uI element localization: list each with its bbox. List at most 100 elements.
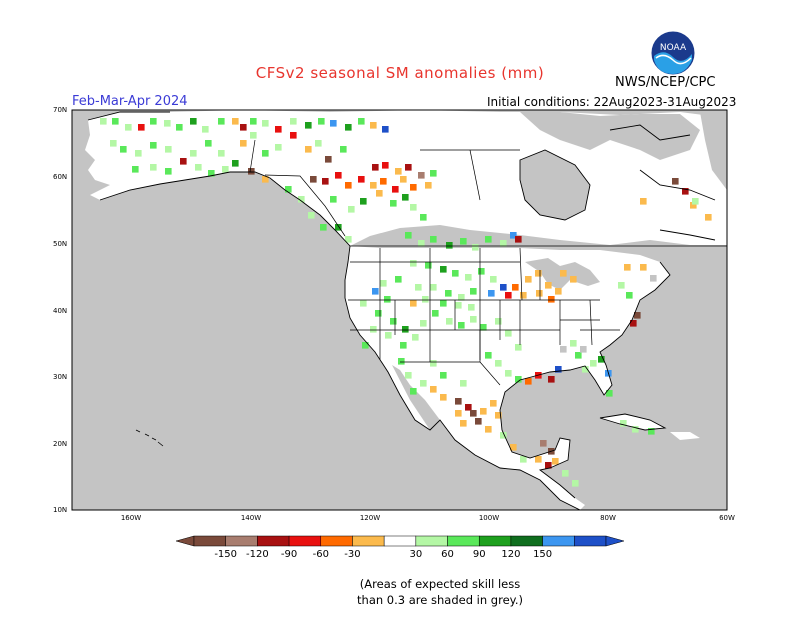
anomaly-cell <box>345 124 352 131</box>
noaa-logo-icon: NOAA <box>650 30 696 76</box>
anomaly-cell <box>468 304 475 311</box>
anomaly-cell <box>510 232 517 239</box>
anomaly-cell <box>475 418 482 425</box>
anomaly-cell <box>335 172 342 179</box>
anomaly-cell <box>624 264 631 271</box>
anomaly-cell <box>250 132 257 139</box>
anomaly-cell <box>412 334 419 341</box>
anomaly-cell <box>370 122 377 129</box>
low-skill-north <box>520 112 700 160</box>
anomaly-cell <box>485 426 492 433</box>
anomaly-cell <box>455 302 462 309</box>
anomaly-cell <box>430 236 437 243</box>
anomaly-cell <box>472 244 479 251</box>
colorbar-tick-label: 60 <box>441 549 454 560</box>
anomaly-cell <box>555 366 562 373</box>
lat-label-40n: 40N <box>53 307 67 315</box>
anomaly-cell <box>125 124 132 131</box>
anomaly-cell <box>400 176 407 183</box>
anomaly-cell <box>445 290 452 297</box>
anomaly-cell <box>150 142 157 149</box>
lon-label-100w: 100W <box>479 514 499 522</box>
anomaly-cell <box>348 206 355 213</box>
anomaly-cell <box>570 340 577 347</box>
colorbar-tick-label: -90 <box>281 549 297 560</box>
colorbar-swatch <box>574 535 607 547</box>
anomaly-cell <box>164 120 171 127</box>
anomaly-cell <box>465 274 472 281</box>
anomaly-cell <box>395 276 402 283</box>
anomaly-cell <box>385 332 392 339</box>
anomaly-cell <box>540 440 547 447</box>
anomaly-cell <box>560 270 567 277</box>
anomaly-cell <box>410 184 417 191</box>
anomaly-cell <box>398 358 405 365</box>
anomaly-cell <box>320 224 327 231</box>
anomaly-cell <box>682 188 689 195</box>
anomaly-cell <box>135 150 142 157</box>
anomaly-cell <box>218 118 225 125</box>
coastlines <box>87 111 716 510</box>
anomaly-cell <box>330 120 337 127</box>
anomaly-cell <box>634 312 641 319</box>
lat-label-70n: 70N <box>53 106 67 114</box>
anomaly-cell <box>165 168 172 175</box>
anomaly-cell <box>405 232 412 239</box>
anomaly-cell <box>402 326 409 333</box>
anomaly-cell <box>222 166 229 173</box>
anomaly-cell <box>552 458 559 465</box>
anomaly-cell <box>505 292 512 299</box>
lon-label-80w: 80W <box>600 514 616 522</box>
anomaly-cell <box>495 412 502 419</box>
anomaly-cell <box>345 182 352 189</box>
anomaly-cell <box>180 158 187 165</box>
anomaly-cell <box>418 172 425 179</box>
anomaly-cell <box>290 132 297 139</box>
colorbar-swatch <box>352 535 385 547</box>
hudson-bay <box>520 150 590 220</box>
anomaly-cell <box>335 224 342 231</box>
anomaly-cell <box>470 410 477 417</box>
anomaly-cell <box>375 310 382 317</box>
anomaly-cell <box>112 118 119 125</box>
anomaly-cell <box>495 318 502 325</box>
anomaly-cell <box>460 238 467 245</box>
skill-footnote-line1: (Areas of expected skill less <box>359 577 521 591</box>
lat-label-60n: 60N <box>53 173 67 181</box>
anomaly-cell <box>405 372 412 379</box>
anomaly-cell <box>305 146 312 153</box>
anomaly-cell <box>548 296 555 303</box>
anomaly-cell <box>520 456 527 463</box>
anomaly-cell <box>690 202 697 209</box>
anomaly-cell <box>525 378 532 385</box>
anomaly-cell <box>545 282 552 289</box>
anomaly-cell <box>460 420 467 427</box>
anomaly-cell <box>298 196 305 203</box>
anomaly-cell <box>446 242 453 249</box>
anomaly-cell <box>470 316 477 323</box>
anomaly-cell <box>515 376 522 383</box>
anomaly-cell <box>555 288 562 295</box>
anomaly-cell <box>440 266 447 273</box>
colorbar-swatch <box>542 535 575 547</box>
anomaly-cell <box>548 376 555 383</box>
colorbar-swatch <box>415 535 448 547</box>
lon-label-160w: 160W <box>121 514 141 522</box>
anomaly-cell <box>420 380 427 387</box>
anomaly-cell <box>308 212 315 219</box>
anomaly-cell <box>630 320 637 327</box>
anomaly-cell <box>495 360 502 367</box>
anomaly-cell <box>410 388 417 395</box>
anomaly-cell <box>138 124 145 131</box>
lon-labels: 160W 140W 120W 100W 80W 60W <box>121 514 735 522</box>
anomaly-cell <box>515 236 522 243</box>
anomaly-cell <box>562 470 569 477</box>
anomaly-cell <box>218 150 225 157</box>
colorbar-swatch <box>193 535 226 547</box>
anomaly-cell <box>640 198 647 205</box>
noaa-logo-text: NOAA <box>660 43 687 53</box>
colorbar-swatch <box>510 535 543 547</box>
anomaly-cell <box>318 118 325 125</box>
anomaly-cell <box>208 170 215 177</box>
lat-label-30n: 30N <box>53 373 67 381</box>
